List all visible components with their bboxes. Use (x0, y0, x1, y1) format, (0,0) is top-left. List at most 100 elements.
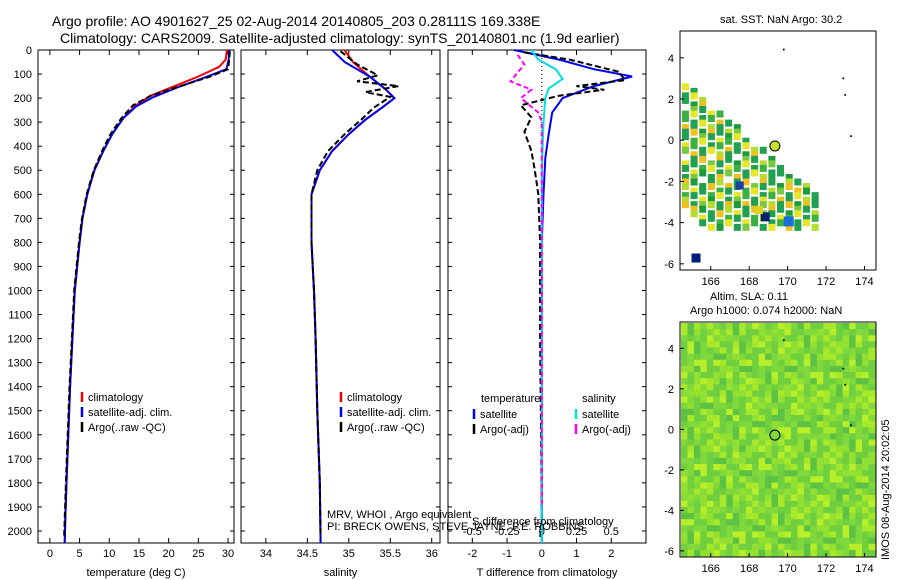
sla-cell (829, 506, 837, 514)
sla-cell (823, 476, 831, 483)
sla-cell (842, 445, 850, 453)
sla-cell (700, 353, 708, 361)
sla-cell (855, 476, 863, 483)
sla-cell (790, 506, 798, 514)
sst-cell (716, 124, 724, 132)
sst-cell (699, 96, 707, 104)
sla-cell (719, 323, 727, 330)
sla-cell (868, 500, 876, 508)
sla-cell (862, 408, 870, 416)
sst-cell (760, 212, 770, 222)
sla-cell (726, 543, 734, 551)
sst-cell (725, 219, 733, 227)
sla-cell (681, 365, 688, 373)
sla-cell (706, 519, 714, 526)
sst-cell (681, 128, 689, 136)
sla-cell (739, 457, 747, 465)
sla-cell (842, 519, 850, 526)
sla-cell (810, 500, 818, 508)
sla-cell (745, 433, 753, 440)
sla-cell (700, 451, 708, 459)
sst-cell (699, 169, 707, 177)
sla-cell (790, 408, 798, 416)
sla-cell (706, 365, 714, 373)
sla-cell (836, 414, 844, 422)
sst-cell (690, 169, 698, 177)
sla-cell (797, 341, 805, 349)
sla-cell (836, 506, 844, 514)
sla-cell (778, 464, 785, 471)
sst-cell (751, 201, 759, 209)
sla-cell (842, 421, 850, 428)
sla-cell (726, 476, 734, 483)
sla-cell (836, 549, 844, 557)
island-dot (782, 48, 785, 51)
profile-title: Argo profile: AO 4901627_25 02-Aug-2014 … (52, 13, 541, 29)
sla-cell (868, 341, 876, 349)
sla-cell (849, 525, 857, 532)
sst-cell (699, 137, 707, 145)
sla-cell (862, 439, 870, 447)
sla-cell (706, 494, 714, 502)
sla-cell (693, 414, 701, 422)
sla-cell (752, 470, 760, 477)
sla-cell (758, 427, 766, 434)
x-axis-label: temperature (deg C) (86, 567, 185, 579)
sla-cell (739, 543, 747, 551)
sla-cell (681, 488, 688, 496)
sst-cell (742, 137, 750, 145)
y-tick-label: 100 (14, 69, 32, 81)
sla-cell (855, 353, 863, 361)
sla-cell (836, 335, 844, 342)
series-line-argo-raw-qc- (310, 50, 399, 539)
sla-cell (862, 494, 870, 502)
sla-cell (681, 421, 688, 428)
sla-cell (771, 531, 779, 539)
sla-cell (842, 323, 850, 330)
sst-cell (725, 155, 733, 163)
sla-cell (842, 329, 850, 336)
sst-cell (725, 164, 733, 172)
sla-cell (842, 335, 850, 342)
sla-cell (829, 476, 837, 483)
sla-cell (810, 476, 818, 483)
sla-cell (765, 531, 773, 539)
sst-cell (759, 164, 767, 172)
sst-cell (768, 201, 776, 209)
sla-cell (719, 525, 727, 532)
sla-cell (810, 513, 818, 520)
sst-cell (742, 205, 750, 213)
sst-cell (742, 169, 750, 177)
sst-cell (759, 201, 767, 209)
sla-cell (771, 365, 779, 373)
sla-cell (849, 329, 857, 336)
sst-cell (707, 192, 715, 200)
sla-cell (758, 457, 766, 465)
sla-cell (687, 464, 695, 471)
sla-cell (849, 323, 857, 330)
sla-cell (713, 396, 721, 404)
sst-cell (777, 164, 785, 172)
sla-cell (693, 525, 701, 532)
y-tick-label: 1700 (8, 454, 32, 466)
sla-cell (823, 402, 831, 410)
sla-cell (784, 359, 792, 367)
sla-cell (842, 353, 850, 361)
sla-cell (713, 402, 721, 410)
sla-cell (719, 519, 727, 526)
sla-cell (868, 347, 876, 355)
sla-cell (739, 494, 747, 502)
sla-cell (862, 396, 870, 404)
sst-cell (681, 133, 689, 141)
sla-cell (726, 537, 734, 545)
sla-cell (849, 513, 857, 520)
sla-cell (713, 372, 721, 379)
sla-cell (693, 384, 701, 391)
sla-cell (745, 543, 753, 551)
sla-cell (758, 353, 766, 361)
sla-cell (829, 445, 837, 453)
sla-cell (810, 470, 818, 477)
sst-cell (690, 178, 698, 186)
sla-cell (862, 519, 870, 526)
sla-cell (739, 451, 747, 459)
